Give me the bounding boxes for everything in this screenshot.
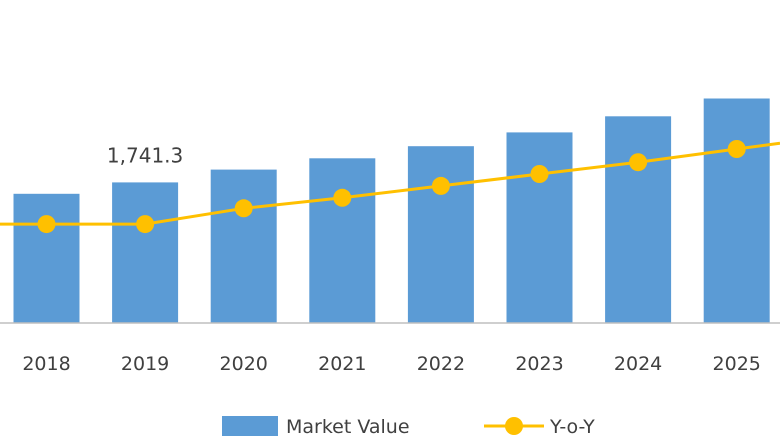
yoy-marker-2024 [629,153,648,172]
bars-layer [13,98,770,323]
yoy-marker-2018 [37,215,56,234]
data-label-2019: 1,741.3 [107,143,183,167]
x-tick-label-2020: 2020 [220,353,268,375]
legend-label-yoy: Y-o-Y [549,416,595,438]
bar-market-value-2022 [407,146,474,323]
bar-market-value-2020 [210,169,277,323]
yoy-marker-2022 [431,176,450,195]
yoy-marker-2021 [333,188,352,207]
x-tick-label-2022: 2022 [417,353,465,375]
x-tick-label-2024: 2024 [614,353,662,375]
yoy-line [0,141,780,226]
legend: Market Value Y-o-Y [222,416,595,438]
yoy-line-layer [0,140,780,234]
bar-market-value-2023 [506,132,573,323]
bar-market-value-2024 [605,116,672,323]
x-tick-label-2018: 2018 [22,353,70,375]
x-tick-label-2025: 2025 [713,353,761,375]
legend-label-market-value: Market Value [286,416,410,438]
labels-layer: 1,741.3 [107,143,183,167]
yoy-marker-2019 [136,215,155,234]
legend-swatch-yoy-marker [505,417,523,435]
x-tick-label-2023: 2023 [515,353,563,375]
bar-market-value-2019 [112,182,179,323]
yoy-marker-2023 [530,165,549,183]
legend-swatch-market-value [222,416,278,436]
x-tick-label-2019: 2019 [121,353,169,375]
x-tick-labels: 2018 2019 2020 2021 2022 2023 2024 2025 [22,353,761,375]
yoy-marker-2020 [234,199,253,218]
bar-market-value-2018 [13,193,80,323]
x-tick-label-2021: 2021 [318,353,366,375]
bar-market-value-2025 [703,98,770,323]
bar-market-value-2021 [309,158,376,323]
yoy-marker-2025 [727,140,746,158]
